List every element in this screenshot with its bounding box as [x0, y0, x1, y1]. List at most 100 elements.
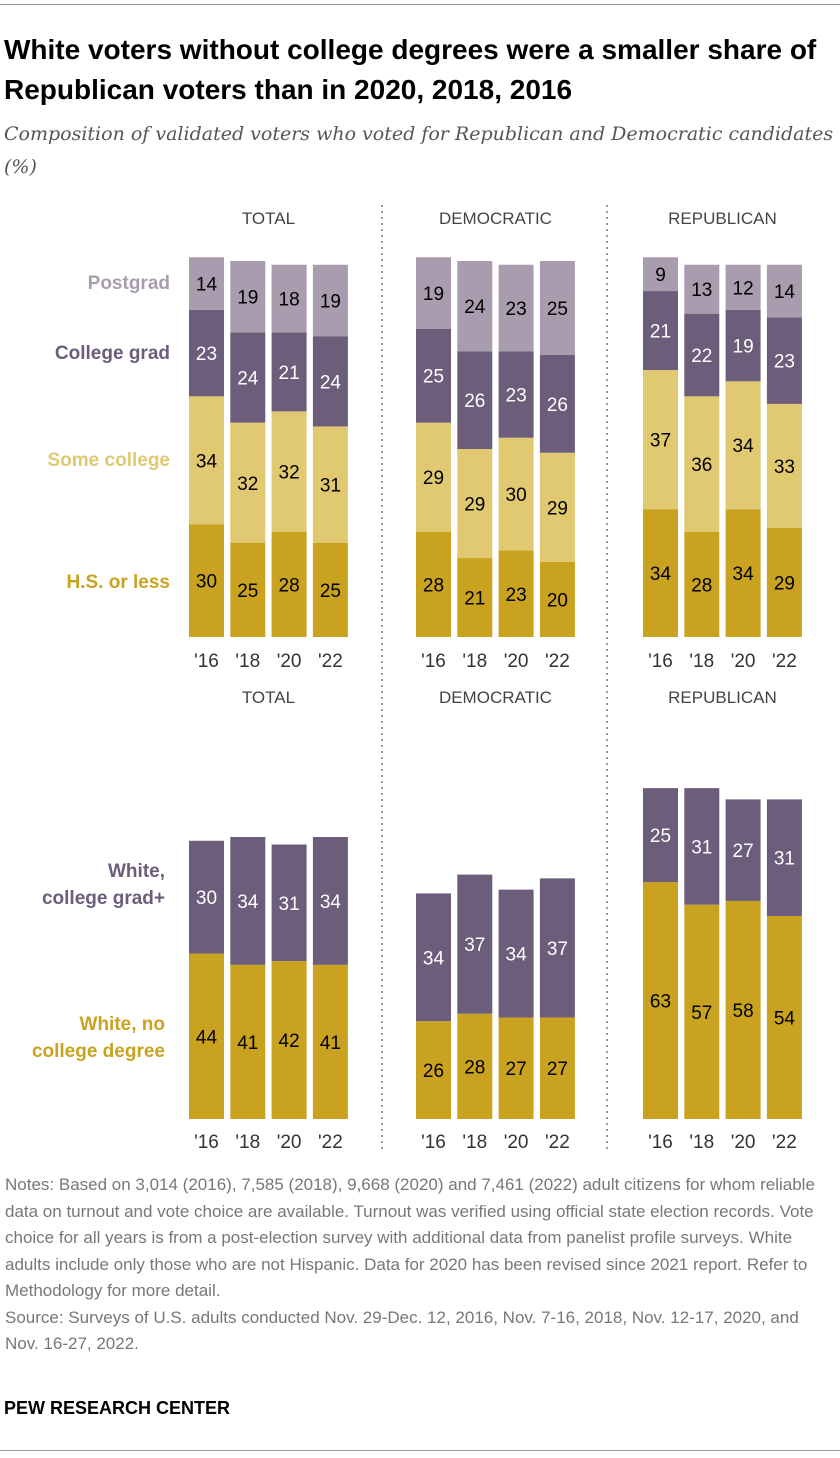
- data-label: 19: [320, 291, 341, 312]
- year-tick-label: '18: [689, 1132, 714, 1153]
- bar-segment: [271, 411, 307, 532]
- year-tick-label: '16: [421, 1132, 446, 1153]
- data-label: 28: [279, 575, 300, 596]
- data-label: 33: [774, 457, 795, 478]
- data-label: 23: [196, 344, 217, 365]
- year-tick-label: '22: [545, 1132, 570, 1153]
- pew-logo-text: PEW RESEARCH CENTER: [4, 1398, 231, 1418]
- source-text: Source: Surveys of U.S. adults conducted…: [5, 1307, 799, 1354]
- year-tick-label: '22: [545, 651, 570, 672]
- data-label: 37: [650, 431, 671, 452]
- data-label: 29: [547, 498, 568, 519]
- year-tick-label: '22: [318, 1132, 343, 1153]
- year-tick-label: '22: [772, 651, 797, 672]
- data-label: 22: [691, 346, 712, 367]
- bar-segment: [684, 396, 720, 532]
- data-label: 63: [650, 992, 671, 1013]
- data-label: 20: [547, 590, 568, 611]
- data-label: 18: [279, 290, 300, 311]
- bar-segment: [189, 257, 224, 310]
- year-tick-label: '20: [277, 651, 302, 672]
- year-tick-label: '18: [235, 1132, 260, 1153]
- bar-segment: [684, 531, 720, 637]
- bar-segment: [271, 264, 307, 333]
- data-label: 30: [506, 485, 527, 506]
- bar-segment: [230, 964, 266, 1119]
- data-label: 32: [237, 474, 258, 495]
- bar-segment: [684, 904, 720, 1119]
- bar-segment: [498, 1017, 534, 1119]
- bar-segment: [189, 309, 224, 397]
- bar-segment: [498, 351, 534, 438]
- year-tick-label: '16: [194, 1132, 219, 1153]
- bar-segment: [271, 531, 307, 637]
- data-label: 26: [464, 391, 485, 412]
- bar-segment: [271, 332, 307, 412]
- bar-segment: [498, 889, 534, 1018]
- bar-segment: [416, 1021, 451, 1119]
- bar-segment: [457, 449, 493, 559]
- data-label: 23: [774, 352, 795, 373]
- data-label: 41: [237, 1033, 258, 1054]
- bar-segment: [539, 452, 575, 562]
- bar-segment: [725, 309, 761, 382]
- bar-segment: [643, 882, 678, 1119]
- bar-segment: [725, 900, 761, 1119]
- data-label: 54: [774, 1008, 796, 1029]
- bar-segment: [312, 336, 348, 427]
- panel-title: TOTAL: [242, 688, 295, 707]
- data-label: 26: [547, 395, 568, 416]
- data-label: 34: [196, 451, 218, 472]
- bar-segment: [539, 355, 575, 453]
- bar-segment: [684, 788, 720, 905]
- data-label: 24: [464, 297, 486, 318]
- data-label: 24: [320, 372, 342, 393]
- bar-segment: [766, 915, 802, 1119]
- bar-segment: [457, 874, 493, 1014]
- chart-subtitle: Composition of validated voters who vote…: [4, 123, 834, 178]
- data-label: 21: [464, 589, 485, 610]
- bar-segment: [457, 558, 493, 637]
- data-label: 19: [733, 337, 754, 358]
- data-label: 42: [279, 1031, 300, 1052]
- data-label: 31: [691, 837, 712, 858]
- bar-segment: [498, 437, 534, 551]
- data-label: 37: [464, 935, 485, 956]
- data-label: 14: [774, 282, 796, 303]
- panel-title: TOTAL: [242, 209, 295, 228]
- data-label: 34: [320, 892, 342, 913]
- legend-label: Some college: [48, 450, 171, 471]
- data-label: 44: [196, 1027, 218, 1048]
- data-label: 23: [506, 585, 527, 606]
- bar-segment: [498, 264, 534, 352]
- data-label: 14: [196, 275, 218, 296]
- data-label: 21: [650, 322, 671, 343]
- data-label: 31: [774, 849, 795, 870]
- bar-segment: [643, 788, 678, 883]
- year-tick-label: '16: [421, 651, 446, 672]
- bar-segment: [312, 426, 348, 543]
- year-tick-label: '20: [504, 1132, 529, 1153]
- data-label: 25: [650, 826, 671, 847]
- year-tick-label: '18: [462, 651, 487, 672]
- bar-segment: [230, 261, 266, 333]
- data-label: 27: [733, 841, 754, 862]
- data-label: 9: [655, 265, 666, 286]
- bar-segment: [189, 524, 224, 637]
- bar-segment: [684, 264, 720, 314]
- bar-segment: [312, 837, 348, 965]
- bar-segment: [416, 257, 451, 329]
- data-label: 28: [691, 575, 712, 596]
- data-label: 31: [320, 476, 341, 497]
- legend-label: Postgrad: [88, 273, 170, 294]
- bar-segment: [416, 893, 451, 1022]
- bar-segment: [457, 261, 493, 352]
- data-label: 25: [320, 581, 341, 602]
- bar-segment: [271, 844, 307, 962]
- bar-segment: [766, 527, 802, 637]
- bar-segment: [457, 1013, 493, 1119]
- bar-segment: [416, 328, 451, 423]
- year-tick-label: '20: [504, 651, 529, 672]
- data-label: 13: [691, 280, 712, 301]
- year-tick-label: '22: [318, 651, 343, 672]
